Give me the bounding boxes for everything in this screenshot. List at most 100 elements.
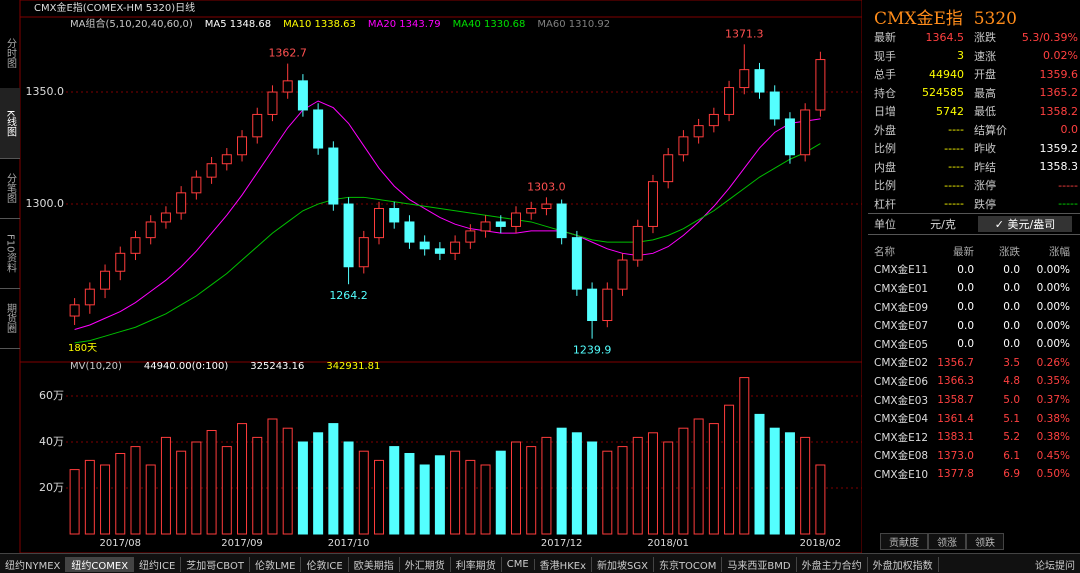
volume-bar bbox=[800, 436, 811, 535]
candle-body bbox=[328, 147, 339, 205]
market-tab[interactable]: 利率期货 bbox=[451, 556, 502, 572]
market-tab[interactable]: 纽约ICE bbox=[134, 556, 182, 572]
sidebar-tab[interactable]: F10资料 bbox=[0, 218, 20, 289]
list-row[interactable]: CMX金E06 1366.3 4.8 0.35% bbox=[868, 372, 1080, 391]
volume-bar bbox=[100, 464, 111, 535]
candle-body bbox=[100, 270, 111, 290]
x-tick-label: 2018/02 bbox=[800, 538, 842, 549]
quote-value: 1365.2 bbox=[1039, 86, 1079, 100]
candle-body bbox=[754, 69, 765, 93]
quote-label: 开盘 bbox=[974, 68, 996, 82]
quote-row: 持仓 524585 最高 1365.2 bbox=[868, 84, 1080, 103]
market-tab[interactable]: 纽约COMEX bbox=[66, 556, 135, 572]
list-cell: CMX金E05 bbox=[874, 338, 929, 351]
market-tab[interactable]: 新加坡SGX bbox=[592, 556, 654, 572]
unit-option[interactable]: 元/克 bbox=[930, 218, 956, 231]
quote-label: 日增 bbox=[874, 105, 896, 119]
quote-panel: CMX金E指 5320 最新 1364.5 涨跌 5.3/0.39% 现手 3 速涨 0.02%… bbox=[868, 9, 1080, 235]
volume-bar bbox=[358, 450, 369, 535]
market-tab[interactable]: 香港HKEx bbox=[535, 556, 592, 572]
list-row[interactable]: CMX金E04 1361.4 5.1 0.38% bbox=[868, 409, 1080, 428]
list-tab[interactable]: 领跌 bbox=[966, 533, 1004, 550]
list-row[interactable]: CMX金E11 0.0 0.0 0.00% bbox=[868, 261, 1080, 280]
volume-bar bbox=[176, 450, 187, 535]
volume-bar bbox=[465, 459, 476, 535]
x-tick-label: 2018/01 bbox=[647, 538, 689, 549]
list-row[interactable]: CMX金E02 1356.7 3.5 0.26% bbox=[868, 354, 1080, 373]
market-tab[interactable]: 外盘加权指数 bbox=[868, 556, 939, 572]
y-tick-label: 1300.0 bbox=[26, 197, 65, 210]
list-row[interactable]: CMX金E05 0.0 0.0 0.00% bbox=[868, 335, 1080, 354]
candle-body bbox=[267, 91, 278, 115]
quote-value: 44940 bbox=[929, 67, 964, 81]
volume-bar bbox=[769, 427, 780, 535]
sidebar-tab[interactable]: 分时图 bbox=[0, 18, 20, 89]
quote-label: 昨收 bbox=[974, 142, 996, 156]
volume-bar bbox=[541, 436, 552, 535]
market-tab[interactable]: 外汇期货 bbox=[400, 556, 451, 572]
quote-label: 现手 bbox=[874, 49, 896, 63]
candle-body bbox=[160, 212, 171, 223]
volume-bar bbox=[221, 446, 232, 535]
list-row[interactable]: CMX金E07 0.0 0.0 0.00% bbox=[868, 316, 1080, 335]
list-tab[interactable]: 领涨 bbox=[928, 533, 966, 550]
market-tab[interactable]: 纽约NYMEX bbox=[0, 556, 67, 572]
chart-area: CMX金E指(COMEX-HM 5320)日线 1300.0 1350.0 20万 4… bbox=[19, 0, 862, 553]
candle-body bbox=[252, 113, 263, 138]
high-label: 1362.7 bbox=[268, 47, 307, 60]
quote-title: CMX金E指 5320 bbox=[874, 9, 1017, 29]
market-tab[interactable]: 伦敦LME bbox=[250, 556, 302, 572]
volume-bar bbox=[282, 427, 293, 535]
list-tabs: 贡献度 领涨 领跌 bbox=[880, 533, 1004, 550]
volume-bar bbox=[404, 452, 415, 535]
market-tab[interactable]: 伦敦ICE bbox=[301, 556, 349, 572]
candle-body bbox=[769, 91, 780, 120]
market-tab[interactable]: 外盘主力合约 bbox=[797, 556, 868, 572]
list-cell: 1373.0 bbox=[937, 449, 974, 462]
sidebar-tab[interactable]: 期货圈 bbox=[0, 288, 20, 349]
low-label: 1264.2 bbox=[329, 289, 368, 302]
candle-body bbox=[678, 136, 689, 156]
volume-bar bbox=[267, 418, 278, 535]
candle-body bbox=[69, 304, 80, 317]
list-row[interactable]: CMX金E12 1383.1 5.2 0.38% bbox=[868, 428, 1080, 447]
unit-option[interactable]: ✓ 美元/盎司 bbox=[978, 216, 1072, 232]
market-tab[interactable]: CME bbox=[502, 558, 535, 570]
list-row[interactable]: CMX金E03 1358.7 5.0 0.37% bbox=[868, 391, 1080, 410]
volume-bar bbox=[678, 427, 689, 535]
list-row[interactable]: CMX金E10 1377.8 6.9 0.50% bbox=[868, 465, 1080, 484]
quote-value: ---- bbox=[948, 123, 964, 137]
sidebar-tab[interactable]: K线图 bbox=[0, 88, 20, 159]
list-row[interactable]: CMX金E09 0.0 0.0 0.00% bbox=[868, 298, 1080, 317]
list-header-cell: 最新 bbox=[953, 245, 974, 258]
volume-bar bbox=[510, 441, 521, 535]
list-cell: 1366.3 bbox=[937, 375, 974, 388]
quote-label: 比例 bbox=[874, 179, 896, 193]
market-tab[interactable]: 马来西亚BMD bbox=[722, 556, 797, 572]
legend-entry: MA60 1310.92 bbox=[537, 19, 610, 30]
market-tab[interactable]: 论坛提问 bbox=[1035, 560, 1075, 572]
list-tab[interactable]: 贡献度 bbox=[880, 533, 928, 550]
candle-body bbox=[510, 212, 521, 227]
legend-entry: 325243.16 bbox=[250, 361, 304, 372]
candle-body bbox=[739, 69, 750, 89]
list-cell: 1383.1 bbox=[937, 431, 974, 444]
list-row[interactable]: CMX金E01 0.0 0.0 0.00% bbox=[868, 279, 1080, 298]
volume-bar bbox=[480, 464, 491, 535]
market-tab[interactable]: 欧美期指 bbox=[349, 556, 400, 572]
volume-bar bbox=[328, 423, 339, 535]
candle-body bbox=[130, 237, 141, 254]
market-tab[interactable]: 芝加哥CBOT bbox=[181, 556, 250, 572]
candle-body bbox=[297, 80, 308, 111]
candle-body bbox=[526, 208, 537, 214]
volume-bar bbox=[495, 450, 506, 535]
candle-body bbox=[176, 192, 187, 214]
candle-body bbox=[480, 221, 491, 232]
list-cell: 0.0 bbox=[957, 319, 974, 332]
volume-bar bbox=[115, 452, 126, 535]
market-tab[interactable]: 东京TOCOM bbox=[654, 556, 723, 572]
quote-value: 1358.2 bbox=[1039, 104, 1079, 118]
list-row[interactable]: CMX金E08 1373.0 6.1 0.45% bbox=[868, 447, 1080, 466]
candle-body bbox=[556, 203, 567, 239]
sidebar-tab[interactable]: 分笔图 bbox=[0, 158, 20, 219]
